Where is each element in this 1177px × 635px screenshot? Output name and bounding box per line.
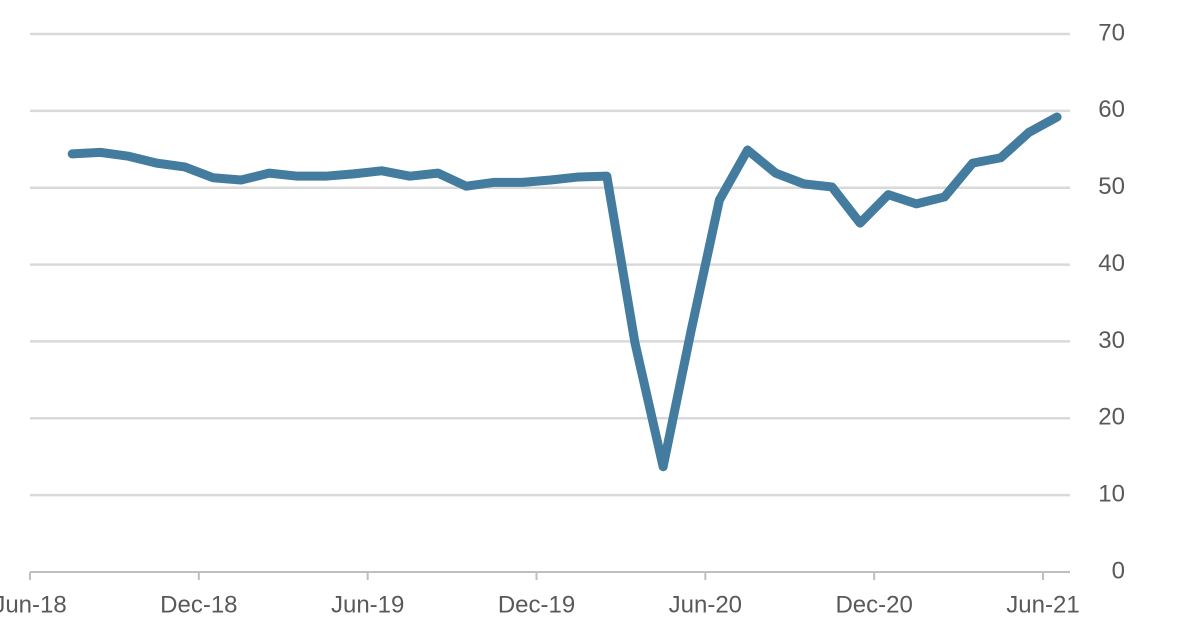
y-tick-label: 40 (1098, 250, 1125, 277)
y-tick-label: 60 (1098, 96, 1125, 123)
x-tick-label: Dec-19 (498, 591, 575, 618)
y-tick-label: 30 (1098, 327, 1125, 354)
y-tick-label: 0 (1112, 557, 1125, 584)
y-tick-label: 50 (1098, 173, 1125, 200)
y-tick-label: 70 (1098, 19, 1125, 46)
x-tick-label: Dec-18 (160, 591, 237, 618)
x-tick-label: Jun-21 (1006, 591, 1079, 618)
line (67, 112, 1062, 472)
x-tick-label: Jun-18 (0, 591, 67, 618)
x-tick-label: Jun-19 (331, 591, 404, 618)
y-tick-label: 20 (1098, 404, 1125, 431)
x-tick-label: Dec-20 (835, 591, 912, 618)
x-tick-label: Jun-20 (669, 591, 742, 618)
y-tick-label: 10 (1098, 480, 1125, 507)
